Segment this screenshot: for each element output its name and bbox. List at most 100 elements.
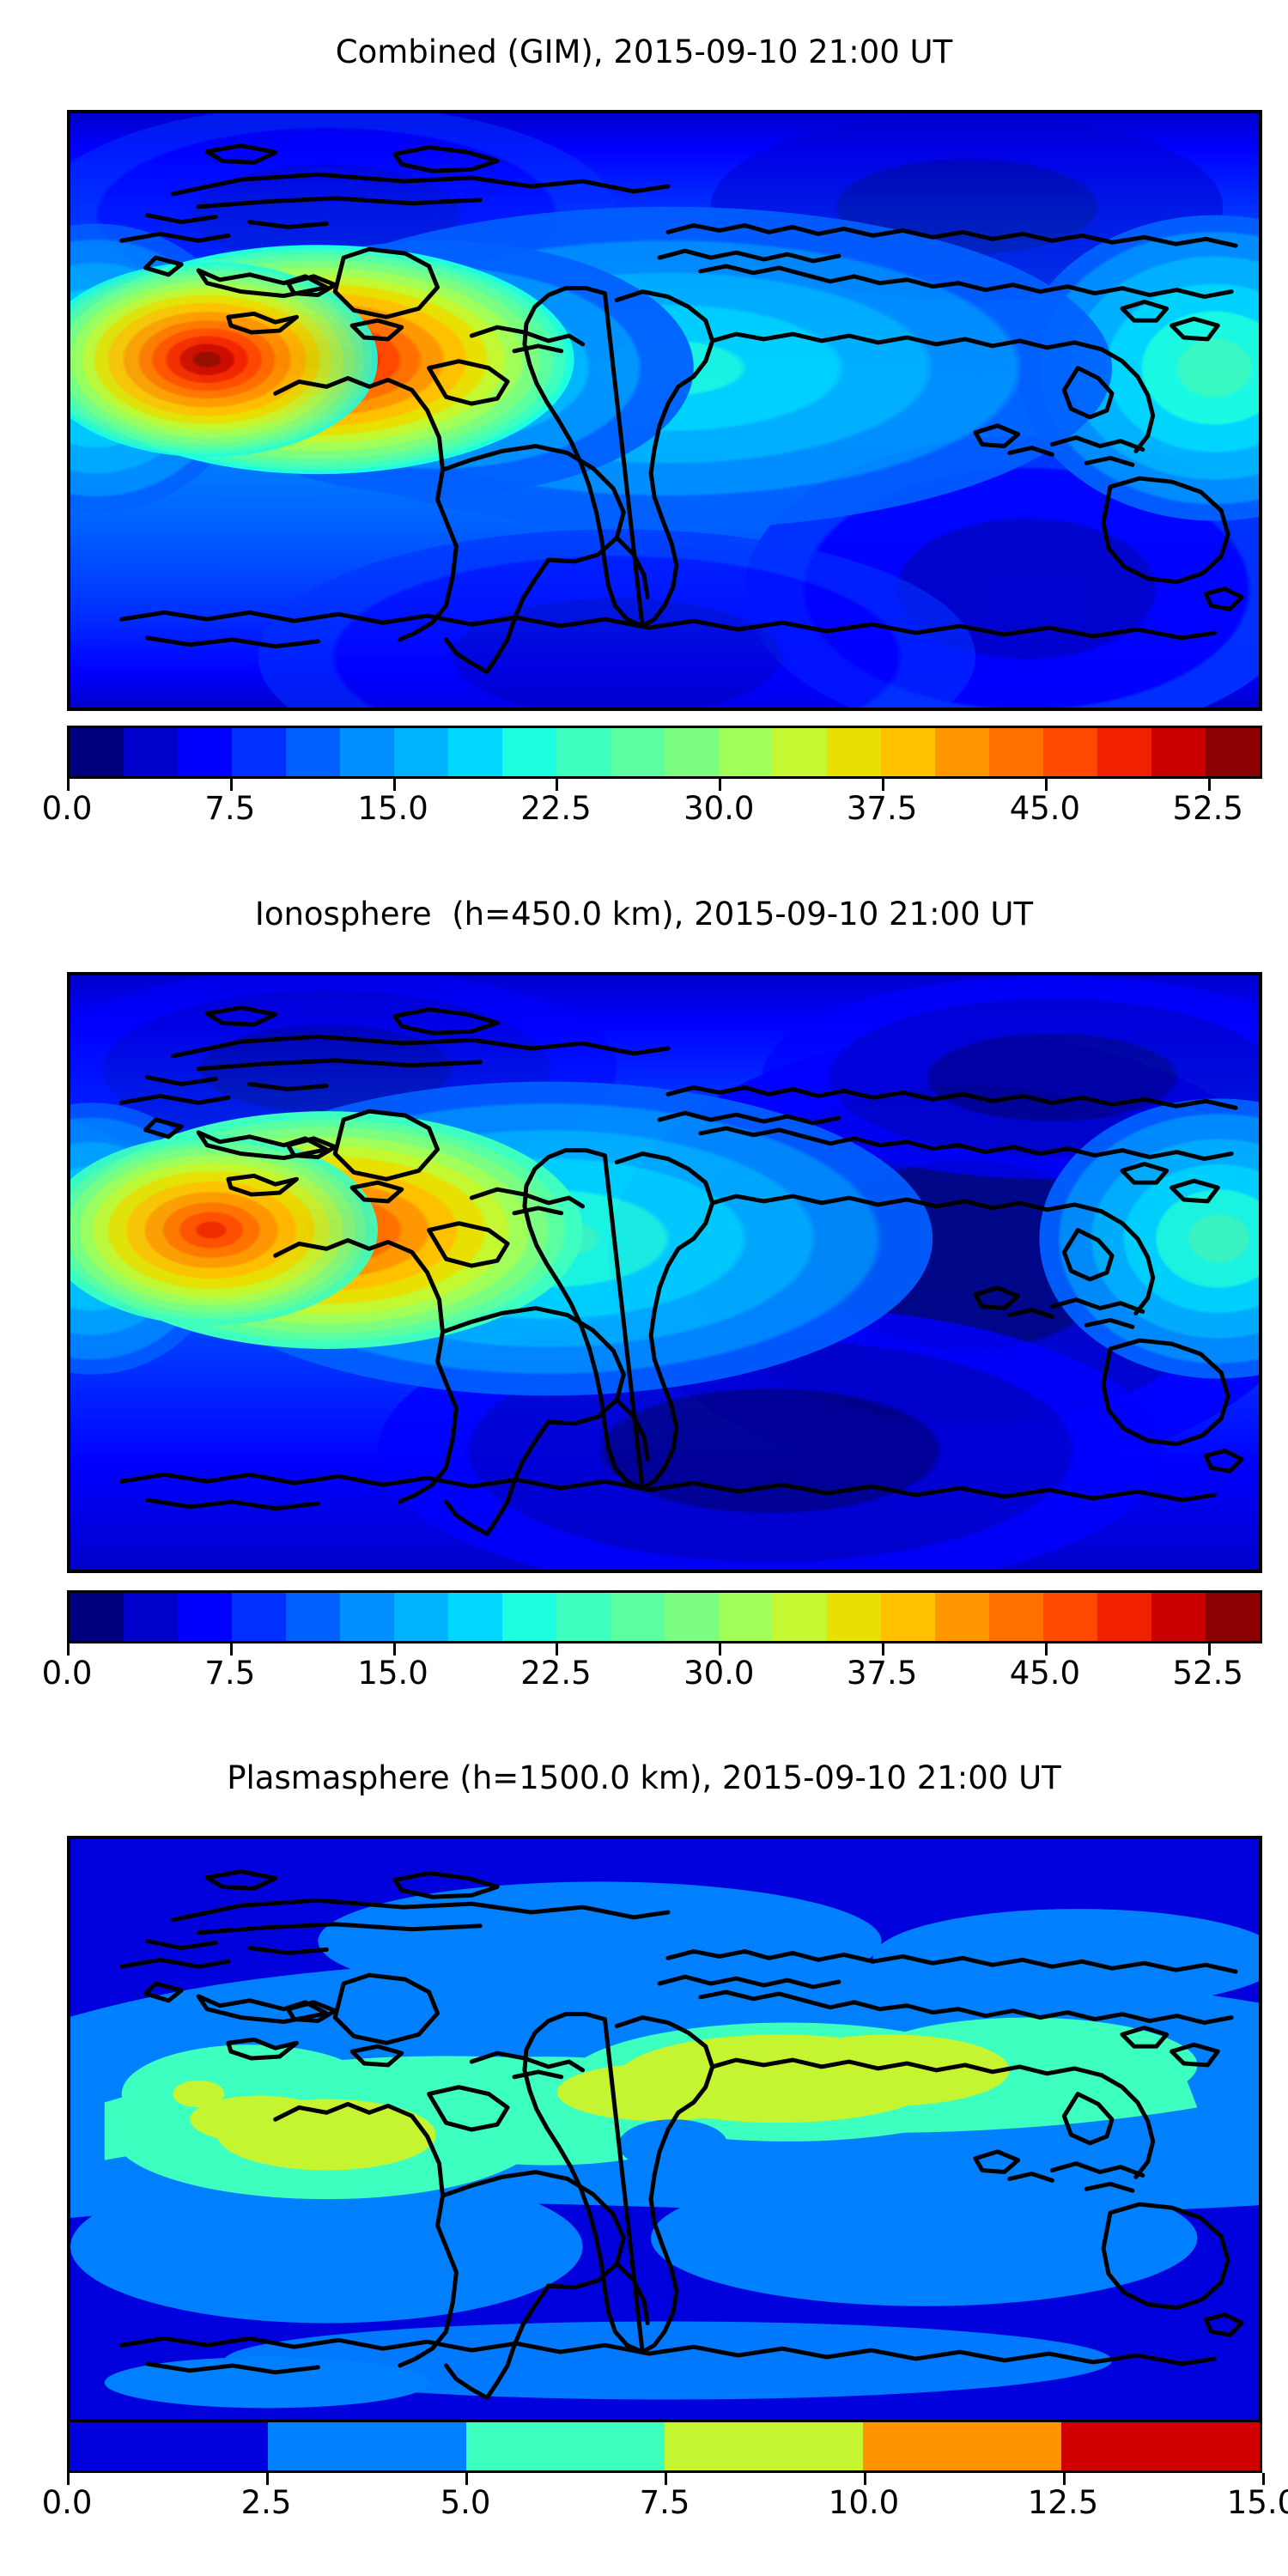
colorbar-tick-3 <box>556 1643 559 1656</box>
colorbar-tick-label-1: 7.5 <box>204 790 256 827</box>
colorbar-tick-label-4: 30.0 <box>683 1655 755 1692</box>
colorbar-tick-label-1: 2.5 <box>240 2484 292 2521</box>
colorbar-swatch-10 <box>611 728 665 776</box>
colorbar-swatch-0 <box>70 728 124 776</box>
colorbar-tick-label-4: 10.0 <box>828 2484 900 2521</box>
panel-title-ionosphere: Ionosphere (h=450.0 km), 2015-09-10 21:0… <box>254 896 1034 933</box>
colorbar-gradient-combined-gim <box>67 726 1262 779</box>
colorbar-tick-1 <box>229 779 233 791</box>
coastlines-overlay <box>119 143 1244 674</box>
colorbar-swatch-3 <box>232 728 286 776</box>
colorbar-tick-7 <box>1207 1643 1211 1656</box>
colorbar-swatch-12 <box>719 728 773 776</box>
colorbar-tick-label-0: 0.0 <box>41 1655 93 1692</box>
coastlines-overlay <box>119 1005 1244 1536</box>
panel-title-plasmasphere: Plasmasphere (h=1500.0 km), 2015-09-10 2… <box>227 1759 1061 1796</box>
colorbar-swatch-2 <box>466 2422 665 2470</box>
colorbar-tick-5 <box>882 779 885 791</box>
colorbar-tick-label-6: 15.0 <box>1226 2484 1288 2521</box>
colorbar-swatch-17 <box>989 728 1043 776</box>
colorbar-gradient-ionosphere <box>67 1590 1262 1643</box>
colorbar-swatch-4 <box>286 1593 340 1641</box>
map-plasmasphere <box>67 1836 1262 2437</box>
colorbar-tick-1 <box>266 2473 269 2485</box>
colorbar-tick-4 <box>719 1643 722 1656</box>
colorbar-swatch-7 <box>448 1593 502 1641</box>
colorbar-swatch-3 <box>665 2422 863 2470</box>
colorbar-gradient-plasmasphere <box>67 2420 1262 2473</box>
colorbar-tick-label-2: 15.0 <box>357 1655 428 1692</box>
colorbar-tick-label-0: 0.0 <box>41 790 93 827</box>
colorbar-swatch-18 <box>1043 728 1097 776</box>
colorbar-swatch-1 <box>268 2422 466 2470</box>
colorbar-tick-5 <box>1063 2473 1066 2485</box>
colorbar-tick-label-3: 7.5 <box>639 2484 690 2521</box>
colorbar-swatch-8 <box>502 728 556 776</box>
colorbar-tick-label-1: 7.5 <box>204 1655 256 1692</box>
colorbar-tick-label-6: 45.0 <box>1009 790 1081 827</box>
colorbar-swatch-0 <box>70 1593 124 1641</box>
colorbar-swatch-6 <box>394 728 448 776</box>
colorbar-tick-label-4: 30.0 <box>683 790 755 827</box>
colorbar-plasmasphere: 0.0 2.5 5.0 7.5 10.0 12.5 15.0 <box>42 2420 1288 2531</box>
colorbar-tick-3 <box>556 779 559 791</box>
colorbar-tick-1 <box>229 1643 233 1656</box>
colorbar-swatch-11 <box>665 1593 719 1641</box>
colorbar-swatch-1 <box>124 1593 178 1641</box>
colorbar-swatch-21 <box>1206 1593 1260 1641</box>
colorbar-tick-2 <box>392 1643 396 1656</box>
colorbar-tick-label-7: 52.5 <box>1172 1655 1243 1692</box>
colorbar-labels-plasmasphere: 0.0 2.5 5.0 7.5 10.0 12.5 15.0 <box>42 2484 1288 2526</box>
colorbar-swatch-13 <box>773 728 827 776</box>
colorbar-swatch-3 <box>232 1593 286 1641</box>
colorbar-tick-5 <box>882 1643 885 1656</box>
colorbar-swatch-10 <box>611 1593 665 1641</box>
colorbar-swatch-19 <box>1097 1593 1151 1641</box>
colorbar-swatch-6 <box>394 1593 448 1641</box>
colorbar-tick-label-5: 37.5 <box>846 790 918 827</box>
colorbar-swatch-1 <box>124 728 178 776</box>
colorbar-swatch-4 <box>286 728 340 776</box>
colorbar-tick-label-3: 22.5 <box>520 790 592 827</box>
colorbar-swatch-19 <box>1097 728 1151 776</box>
colorbar-swatch-9 <box>556 1593 611 1641</box>
colorbar-swatch-12 <box>719 1593 773 1641</box>
panel-title-combined-gim: Combined (GIM), 2015-09-10 21:00 UT <box>335 33 953 70</box>
colorbar-swatch-14 <box>827 728 881 776</box>
colorbar-tick-6 <box>1044 779 1048 791</box>
colorbar-ticks-plasmasphere <box>67 2473 1265 2494</box>
panel-ionosphere: Ionosphere (h=450.0 km), 2015-09-10 21:0… <box>0 859 1288 1722</box>
colorbar-swatch-5 <box>340 1593 394 1641</box>
colorbar-tick-6 <box>1262 2473 1265 2485</box>
colorbar-labels-combined-gim: 0.0 7.5 15.0 22.5 30.0 37.5 45.0 52.5 <box>42 790 1262 832</box>
colorbar-tick-2 <box>465 2473 468 2485</box>
colorbar-swatch-13 <box>773 1593 827 1641</box>
colorbar-swatch-7 <box>448 728 502 776</box>
colorbar-swatch-20 <box>1151 728 1206 776</box>
colorbar-swatch-14 <box>827 1593 881 1641</box>
colorbar-tick-0 <box>67 1643 70 1656</box>
colorbar-combined-gim: 0.0 7.5 15.0 22.5 30.0 37.5 45.0 52.5 <box>42 726 1262 837</box>
colorbar-swatch-20 <box>1151 1593 1206 1641</box>
colorbar-tick-label-2: 15.0 <box>357 790 428 827</box>
colorbar-tick-label-3: 22.5 <box>520 1655 592 1692</box>
colorbar-swatch-0 <box>70 2422 268 2470</box>
colorbar-swatch-4 <box>863 2422 1061 2470</box>
map-combined-gim <box>67 110 1262 711</box>
colorbar-tick-label-5: 37.5 <box>846 1655 918 1692</box>
colorbar-swatch-5 <box>340 728 394 776</box>
colorbar-tick-0 <box>67 2473 70 2485</box>
colorbar-tick-4 <box>864 2473 866 2485</box>
colorbar-tick-0 <box>67 779 70 791</box>
colorbar-swatch-15 <box>881 1593 935 1641</box>
coastlines-overlay <box>119 1869 1244 2400</box>
colorbar-tick-label-7: 52.5 <box>1172 790 1243 827</box>
colorbar-tick-label-0: 0.0 <box>41 2484 93 2521</box>
colorbar-swatch-17 <box>989 1593 1043 1641</box>
colorbar-swatch-9 <box>556 728 611 776</box>
colorbar-tick-label-2: 5.0 <box>440 2484 491 2521</box>
colorbar-swatch-8 <box>502 1593 556 1641</box>
colorbar-swatch-11 <box>665 728 719 776</box>
panel-combined-gim: Combined (GIM), 2015-09-10 21:00 UT <box>0 0 1288 859</box>
